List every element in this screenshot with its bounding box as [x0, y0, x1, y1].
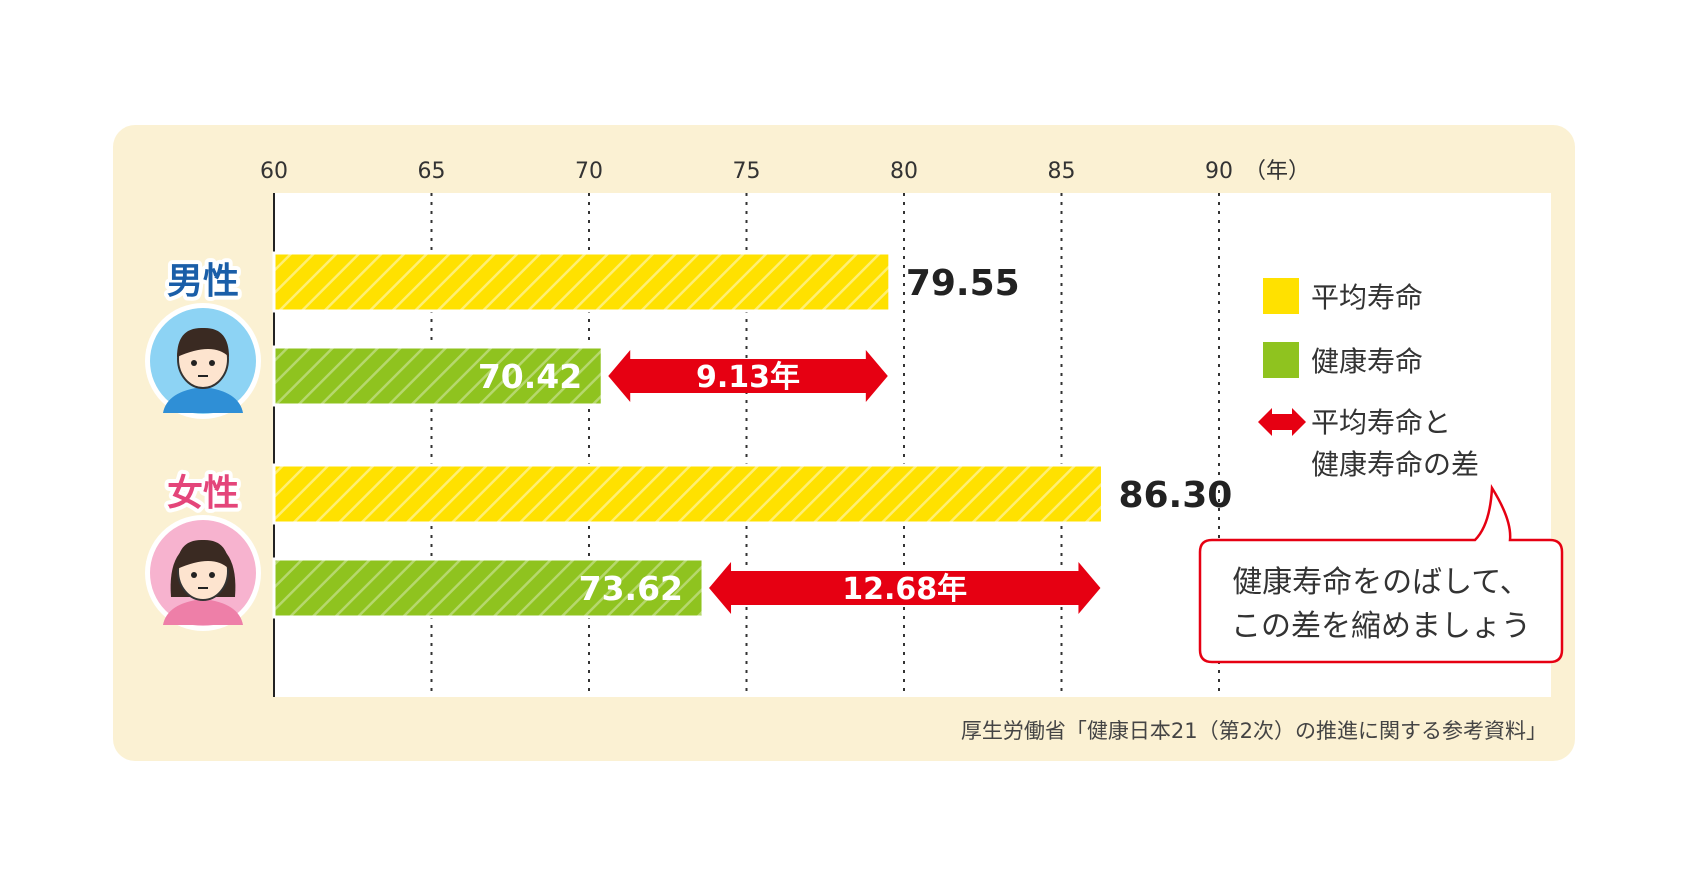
- group-label-outline: 男性: [167, 261, 239, 302]
- bar-healthy-1: [272, 557, 705, 619]
- legend-swatch-average: [1263, 278, 1299, 314]
- tick-label: 80: [890, 159, 918, 184]
- difference-arrow-0: [608, 350, 888, 402]
- tick-label: 65: [418, 159, 446, 184]
- bar-average-1: [272, 463, 1104, 525]
- group-label: 男性: [167, 261, 239, 302]
- group-label: 女性: [167, 473, 239, 514]
- bars: [272, 251, 1104, 619]
- avatar-shirt: [163, 387, 243, 413]
- legend-label-average: 平均寿命: [1311, 281, 1423, 314]
- x-axis-ticks: 60 65 70 75 80 85 90 （年）: [260, 159, 1310, 184]
- tick-label: 90: [1205, 159, 1233, 184]
- annotation-bubble: 健康寿命をのばして、この差を縮めましょう: [1198, 483, 1564, 664]
- difference-label: 12.68年: [842, 572, 967, 607]
- legend-label-difference: 平均寿命と: [1311, 406, 1451, 439]
- avatar-hair: [177, 327, 229, 357]
- tick-label: 60: [260, 159, 288, 184]
- value-label-healthy: 70.42: [478, 357, 582, 396]
- source-note: 厚生労働省「健康日本21（第2次）の推進に関する参考資料」: [961, 719, 1547, 743]
- value-label-average: 79.55: [906, 263, 1020, 304]
- bar-healthy-0: [272, 345, 604, 407]
- axis-unit-label: （年）: [1244, 159, 1310, 184]
- avatar-eye: [191, 572, 197, 578]
- legend-label-healthy: 健康寿命: [1311, 345, 1423, 378]
- value-label-average: 86.30: [1118, 475, 1232, 516]
- avatar-shirt: [163, 599, 243, 625]
- difference-label: 9.13年: [696, 360, 800, 395]
- difference-arrows: [608, 350, 1101, 614]
- value-label-healthy: 73.62: [579, 569, 683, 608]
- legend-swatch-difference: [1258, 408, 1306, 436]
- bubble-line: この差を縮めましょう: [1231, 609, 1531, 644]
- avatar-eye: [209, 572, 215, 578]
- tick-label: 85: [1048, 159, 1076, 184]
- bubble-line: 健康寿命をのばして、: [1232, 565, 1530, 600]
- avatar-eye: [209, 360, 215, 366]
- tick-label: 70: [575, 159, 603, 184]
- avatar-eye: [191, 360, 197, 366]
- avatar-hair: [177, 539, 229, 569]
- legend-swatch-healthy: [1263, 342, 1299, 378]
- group-label-outline: 女性: [167, 473, 239, 514]
- source-text: 厚生労働省「健康日本21（第2次）の推進に関する参考資料」: [961, 719, 1547, 743]
- tick-label: 75: [733, 159, 761, 184]
- difference-arrow-1: [709, 562, 1101, 614]
- data-labels: 79.55 70.42 9.13年 86.30 73.62 12.68年: [478, 263, 1232, 608]
- legend-label-difference: 健康寿命の差: [1311, 448, 1479, 481]
- speech-bubble: [1198, 483, 1564, 664]
- bar-average-0: [272, 251, 892, 313]
